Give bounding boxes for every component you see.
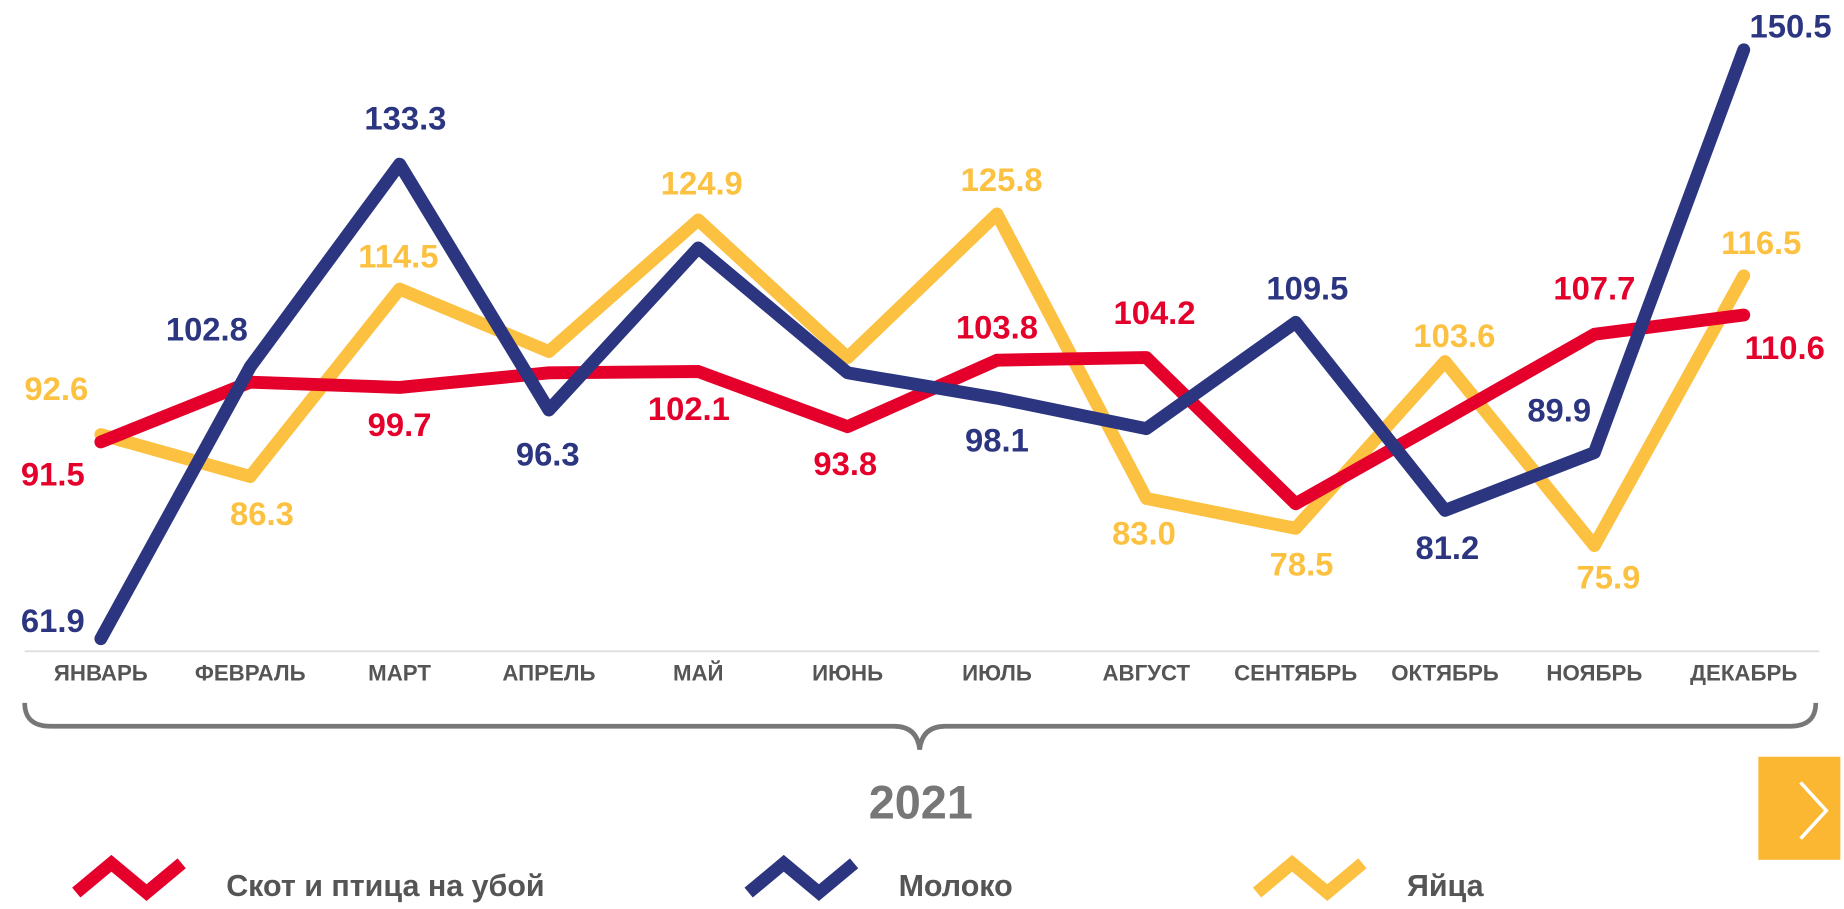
data-label: 150.5 xyxy=(1750,7,1832,44)
data-label: 107.7 xyxy=(1553,270,1635,307)
data-label: 124.9 xyxy=(661,165,743,202)
x-tick-label: МАРТ xyxy=(368,661,431,686)
x-tick-label: АВГУСТ xyxy=(1102,661,1190,686)
legend-item: Скот и птица на убой xyxy=(72,854,545,903)
data-label: 83.0 xyxy=(1112,515,1176,552)
legend-label: Молоко xyxy=(899,869,1013,903)
data-label: 103.8 xyxy=(956,308,1038,345)
x-tick-label: НОЯБРЬ xyxy=(1546,661,1642,686)
next-button[interactable] xyxy=(1758,756,1841,860)
legend-label: Яйца xyxy=(1407,869,1485,903)
x-tick-label: ФЕВРАЛЬ xyxy=(195,661,306,686)
data-label: 86.3 xyxy=(230,495,294,532)
legend-item: Молоко xyxy=(744,854,1013,903)
data-label: 133.3 xyxy=(364,99,446,136)
series-line xyxy=(94,308,1751,511)
x-tick-label: МАЙ xyxy=(673,661,724,686)
year-label: 2021 xyxy=(869,776,973,828)
x-tick-label: ДЕКАБРЬ xyxy=(1690,661,1797,686)
data-label: 61.9 xyxy=(21,602,85,639)
data-label: 89.9 xyxy=(1527,391,1591,428)
legend-label: Скот и птица на убой xyxy=(226,869,544,903)
legend-item: Яйца xyxy=(1252,854,1485,903)
x-tick-label: ЯНВАРЬ xyxy=(54,661,148,686)
x-tick-label: АПРЕЛЬ xyxy=(502,661,595,686)
data-label: 99.7 xyxy=(368,406,432,443)
data-label: 78.5 xyxy=(1270,546,1334,583)
series-line xyxy=(94,43,1751,646)
data-label: 91.5 xyxy=(21,456,85,493)
data-label: 96.3 xyxy=(516,436,580,473)
data-label: 103.6 xyxy=(1413,317,1495,354)
brace xyxy=(22,702,1819,751)
x-tick-label: СЕНТЯБРЬ xyxy=(1234,661,1357,686)
x-tick-label: ИЮЛЬ xyxy=(962,661,1032,686)
x-tick-label: ИЮНЬ xyxy=(812,661,883,686)
data-label: 93.8 xyxy=(813,445,877,482)
legend-icon xyxy=(1252,854,1367,901)
series-line xyxy=(94,207,1751,553)
data-label: 125.8 xyxy=(961,161,1043,198)
data-label: 110.6 xyxy=(1745,329,1825,366)
data-label: 102.1 xyxy=(648,390,730,427)
data-label: 92.6 xyxy=(24,370,88,407)
data-label: 81.2 xyxy=(1415,529,1479,566)
data-label: 75.9 xyxy=(1577,558,1641,595)
x-tick-label: ОКТЯБРЬ xyxy=(1391,661,1499,686)
data-label: 102.8 xyxy=(166,310,248,347)
legend-icon xyxy=(744,854,859,901)
data-label: 116.5 xyxy=(1721,224,1801,261)
chevron[interactable] xyxy=(1799,781,1829,840)
data-label: 104.2 xyxy=(1113,294,1195,331)
data-label: 98.1 xyxy=(965,421,1029,458)
legend-icon xyxy=(72,854,186,901)
data-label: 114.5 xyxy=(358,237,438,274)
data-label: 109.5 xyxy=(1266,269,1348,306)
next-button-bg[interactable] xyxy=(1758,756,1841,860)
